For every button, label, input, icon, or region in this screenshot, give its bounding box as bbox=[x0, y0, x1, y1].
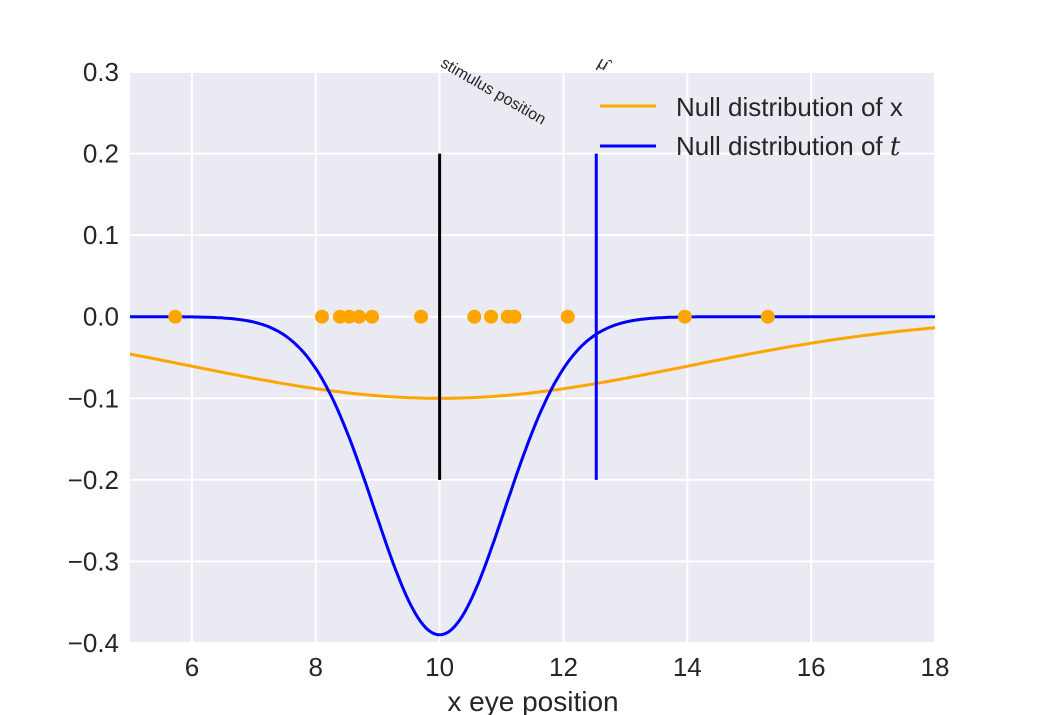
x-tick-label: 8 bbox=[309, 652, 323, 682]
data-point bbox=[365, 309, 380, 324]
x-tick-label: 14 bbox=[673, 652, 702, 682]
legend-label-t: Null distribution of t bbox=[676, 131, 901, 162]
legend-label-x: Null distribution of x bbox=[676, 92, 903, 122]
x-tick-label: 6 bbox=[185, 652, 199, 682]
plot-area bbox=[130, 72, 935, 643]
data-point bbox=[560, 309, 575, 324]
y-tick-label: 0.0 bbox=[83, 302, 119, 332]
data-point bbox=[342, 309, 357, 324]
y-tick-label: 0.3 bbox=[83, 57, 119, 87]
data-point bbox=[314, 309, 329, 324]
y-tick-label: −0.2 bbox=[68, 465, 119, 495]
x-tick-label: 10 bbox=[425, 652, 454, 682]
series-line-null-x bbox=[129, 326, 936, 400]
y-tick-label: 0.2 bbox=[83, 139, 119, 169]
y-tick-label: 0.1 bbox=[83, 220, 119, 250]
data-point bbox=[484, 309, 499, 324]
data-point bbox=[507, 309, 522, 324]
data-point bbox=[677, 309, 692, 324]
x-tick-label: 18 bbox=[921, 652, 950, 682]
data-point bbox=[467, 309, 482, 324]
x-axis-label: x eye position bbox=[447, 686, 618, 715]
x-tick-label: 12 bbox=[549, 652, 578, 682]
x-tick-label: 16 bbox=[797, 652, 826, 682]
y-tick-label: −0.1 bbox=[68, 383, 119, 413]
y-tick-label: −0.4 bbox=[68, 628, 119, 658]
series-line-null-t bbox=[130, 315, 935, 637]
y-tick-label: −0.3 bbox=[68, 546, 119, 576]
data-point bbox=[168, 309, 183, 324]
data-point bbox=[414, 309, 429, 324]
data-point bbox=[760, 309, 775, 324]
data-point bbox=[352, 309, 367, 324]
legend: Null distribution of x Null distribution… bbox=[600, 92, 903, 162]
